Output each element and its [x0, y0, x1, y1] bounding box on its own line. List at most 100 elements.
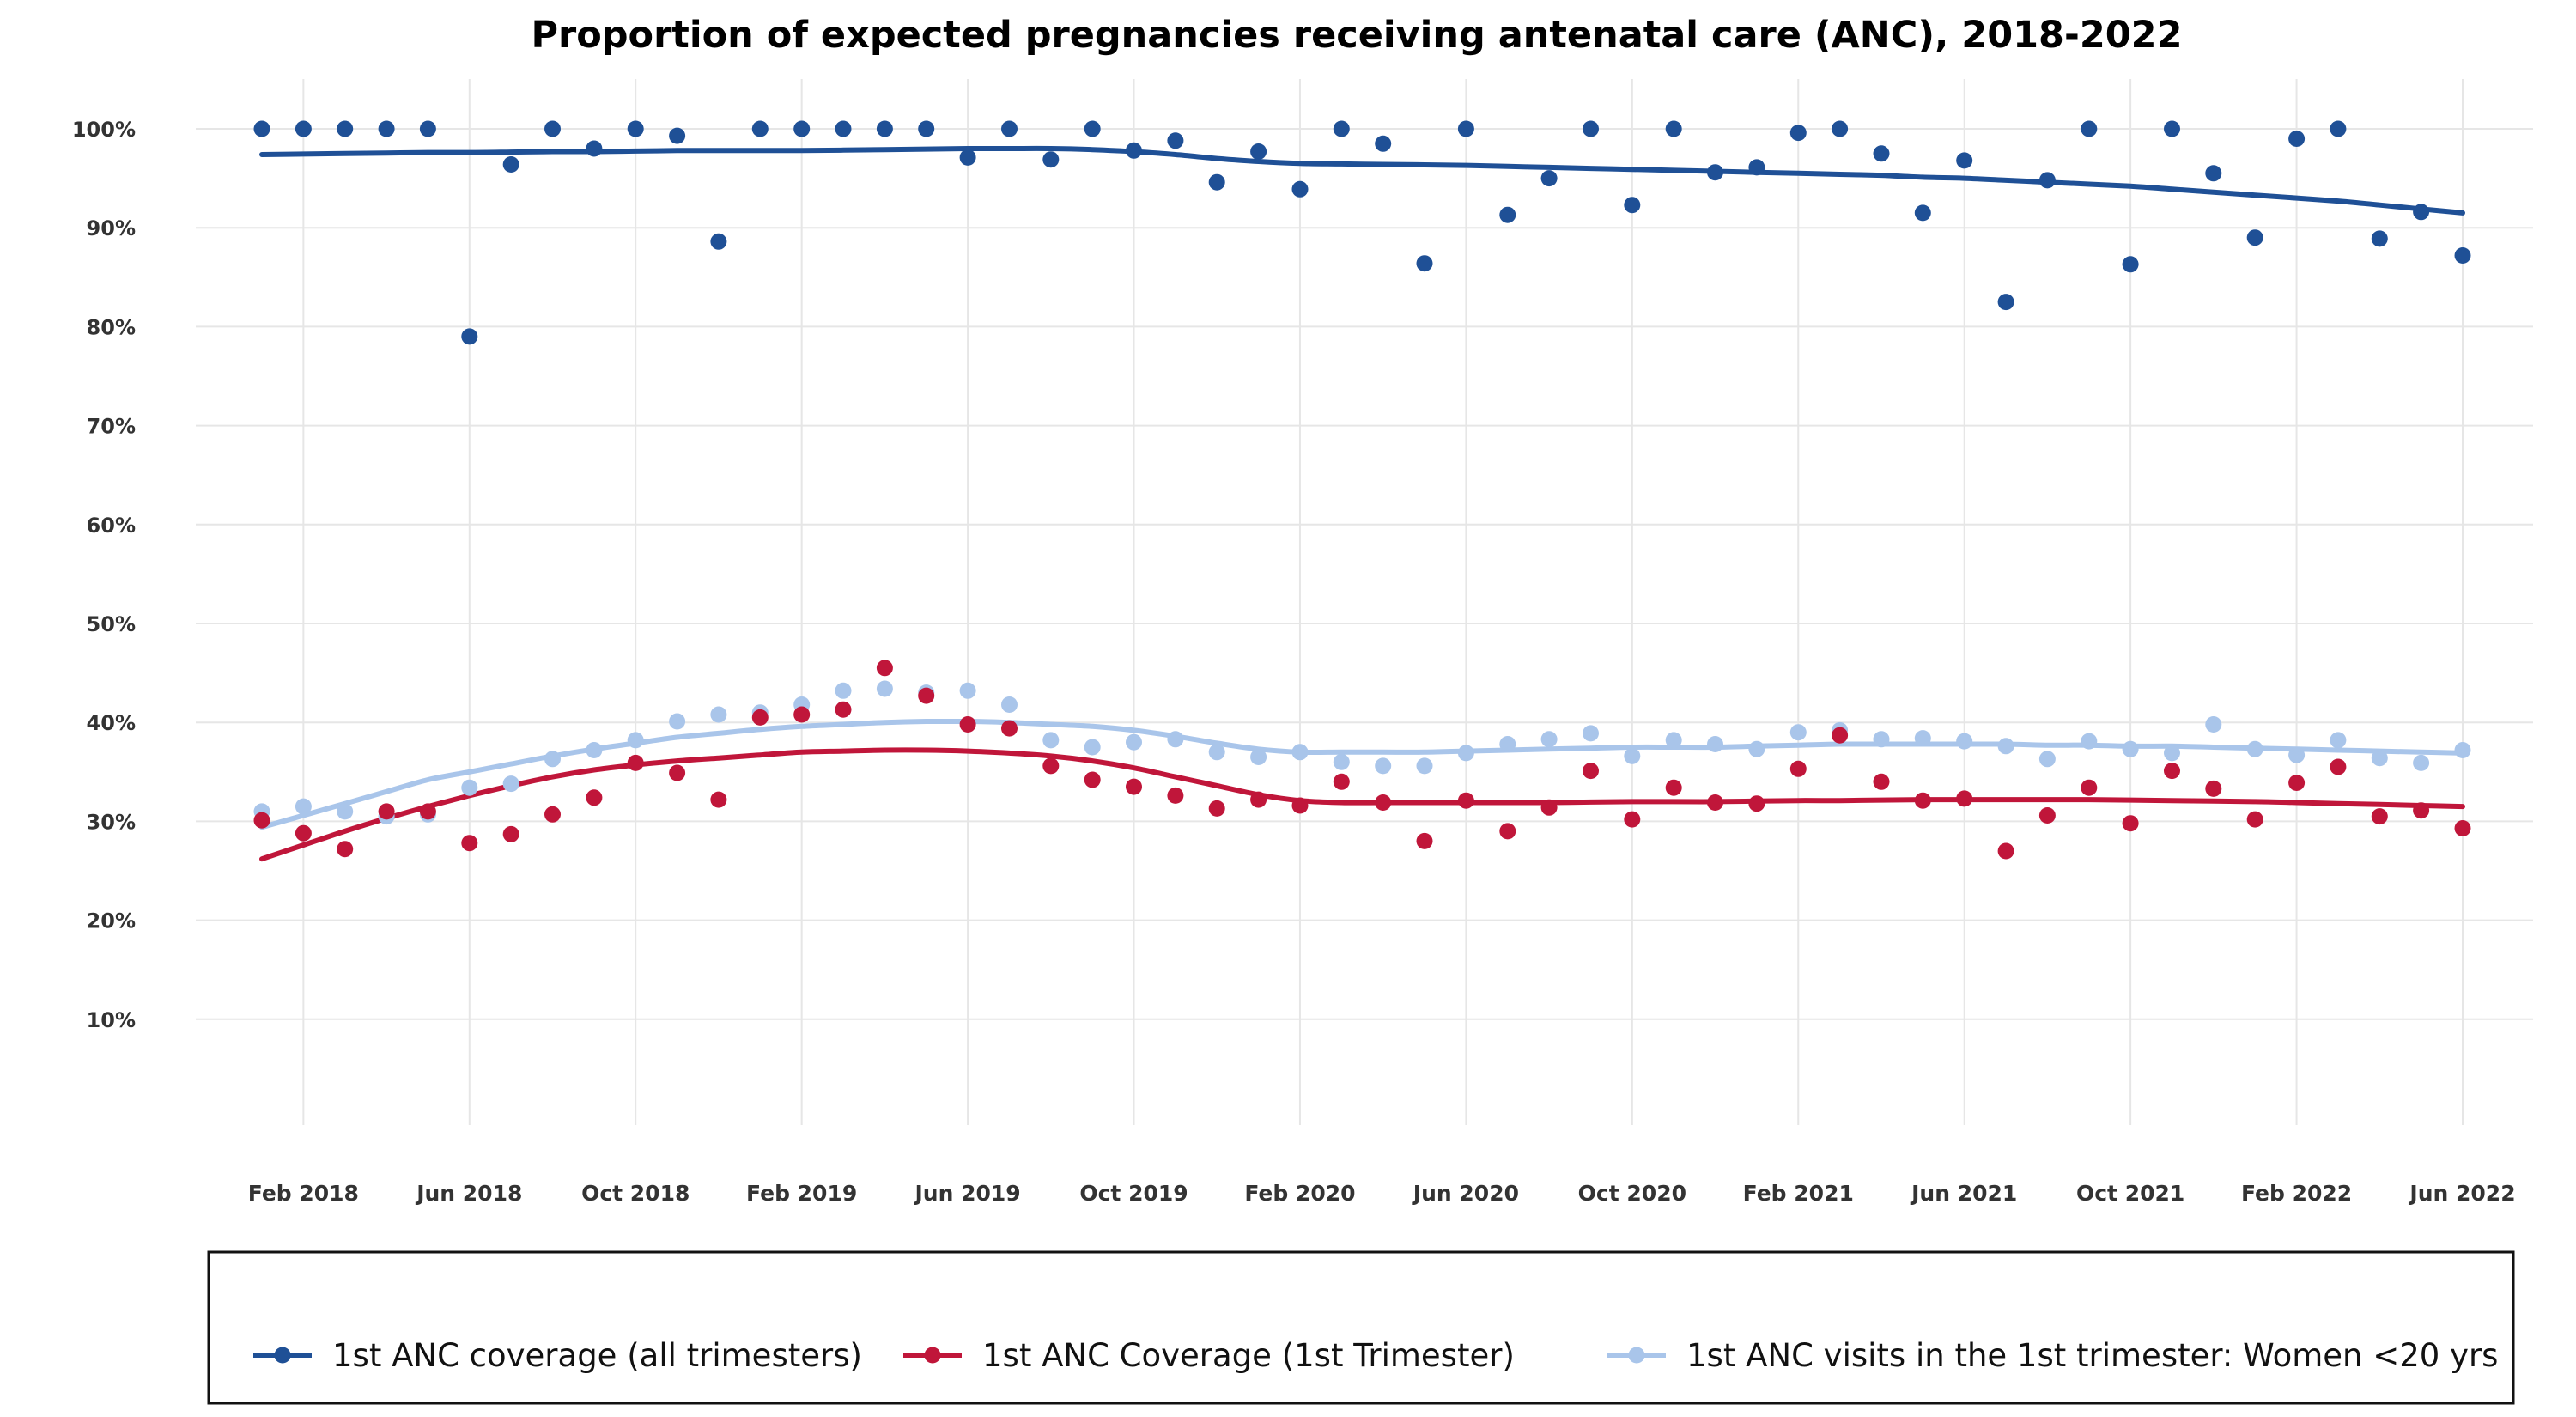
data-point — [1583, 725, 1599, 742]
data-point — [1748, 740, 1765, 757]
data-point — [544, 751, 561, 768]
data-point — [1873, 731, 1890, 748]
data-point — [502, 156, 519, 173]
data-point — [1042, 757, 1060, 775]
data-point — [669, 127, 686, 144]
data-point — [1499, 823, 1516, 840]
data-point — [1250, 143, 1267, 160]
data-point — [502, 825, 519, 842]
data-point — [1250, 791, 1267, 808]
data-point — [1375, 135, 1392, 152]
data-point — [1707, 164, 1723, 181]
data-point — [295, 120, 312, 137]
data-point — [2038, 172, 2056, 189]
data-point — [1042, 151, 1060, 168]
data-point — [1914, 792, 1931, 809]
data-point — [2122, 740, 2139, 757]
data-point — [544, 120, 561, 137]
data-point — [2330, 758, 2347, 775]
data-point — [1042, 732, 1060, 749]
data-point — [544, 806, 561, 823]
x-tick-label: Oct 2020 — [1578, 1181, 1686, 1206]
data-point — [1873, 145, 1890, 162]
data-point — [1333, 120, 1350, 137]
data-point — [2205, 716, 2222, 733]
data-point — [1333, 753, 1350, 770]
data-point — [1084, 771, 1101, 788]
data-point — [1956, 152, 1973, 169]
data-point — [1956, 733, 1973, 750]
series-points-first-trimester — [253, 660, 2471, 860]
data-point — [1997, 842, 2014, 860]
data-point — [1789, 125, 1807, 142]
data-point — [2205, 165, 2222, 182]
data-point — [835, 701, 852, 718]
data-point — [1748, 795, 1765, 812]
legend-marker — [274, 1347, 291, 1364]
data-point — [2288, 775, 2306, 791]
data-point — [1956, 790, 1973, 807]
data-point — [1291, 744, 1309, 761]
data-point — [1167, 731, 1184, 748]
data-point — [586, 789, 603, 806]
data-point — [461, 835, 478, 852]
legend-item-all-trimesters: 1st ANC coverage (all trimesters) — [253, 1337, 862, 1374]
x-tick-label: Feb 2021 — [1743, 1181, 1854, 1206]
grid — [196, 79, 2533, 1125]
data-point — [2371, 750, 2388, 767]
data-point — [1291, 797, 1309, 814]
chart-title: Proportion of expected pregnancies recei… — [532, 14, 2183, 57]
data-point — [1583, 120, 1599, 137]
x-axis-tick-labels: Feb 2018 Jun 2018 Oct 2018 Feb 2019 Jun 2019… — [248, 1181, 2516, 1206]
data-point — [1665, 732, 1682, 749]
data-point — [918, 120, 935, 137]
legend-item-women-under-20: 1st ANC visits in the 1st trimester: Wom… — [1607, 1337, 2498, 1374]
data-point — [710, 706, 727, 723]
trend-line-all-trimesters — [259, 145, 2465, 216]
data-point — [710, 233, 727, 250]
data-point — [461, 328, 478, 345]
data-point — [2371, 808, 2388, 825]
x-tick-label: Jun 2019 — [914, 1181, 1021, 1206]
data-point — [419, 803, 436, 820]
data-point — [710, 791, 727, 808]
data-point — [1707, 736, 1723, 752]
data-point — [2454, 742, 2471, 758]
data-point — [793, 120, 811, 137]
data-point — [2288, 131, 2306, 147]
y-tick-label: 50% — [87, 612, 136, 636]
data-point — [2038, 751, 2056, 768]
data-point — [876, 680, 893, 697]
data-point — [337, 120, 354, 137]
x-tick-label: Jun 2018 — [415, 1181, 522, 1206]
data-point — [2246, 811, 2263, 828]
data-point — [586, 742, 603, 758]
y-tick-label: 70% — [87, 415, 136, 439]
y-tick-label: 100% — [72, 118, 136, 142]
legend-label: 1st ANC visits in the 1st trimester: Wom… — [1686, 1337, 2498, 1374]
data-point — [1748, 159, 1765, 176]
data-point — [1914, 730, 1931, 747]
data-point — [1126, 142, 1142, 159]
x-tick-label: Feb 2019 — [746, 1181, 857, 1206]
data-point — [2246, 229, 2263, 246]
data-point — [2038, 807, 2056, 824]
series-points-all-trimesters — [253, 120, 2471, 345]
data-point — [1416, 757, 1433, 775]
data-point — [2122, 256, 2139, 273]
data-point — [751, 120, 769, 137]
x-tick-label: Feb 2018 — [248, 1181, 359, 1206]
data-point — [1832, 120, 1849, 137]
data-point — [253, 120, 270, 137]
data-point — [1001, 120, 1018, 137]
data-point — [1540, 170, 1558, 187]
data-point — [627, 732, 644, 749]
data-point — [2164, 745, 2180, 762]
data-point — [1914, 204, 1931, 222]
data-point — [1250, 749, 1267, 765]
y-tick-label: 80% — [87, 315, 136, 339]
data-point — [2081, 120, 2098, 137]
data-point — [751, 708, 769, 726]
data-point — [2330, 732, 2347, 749]
